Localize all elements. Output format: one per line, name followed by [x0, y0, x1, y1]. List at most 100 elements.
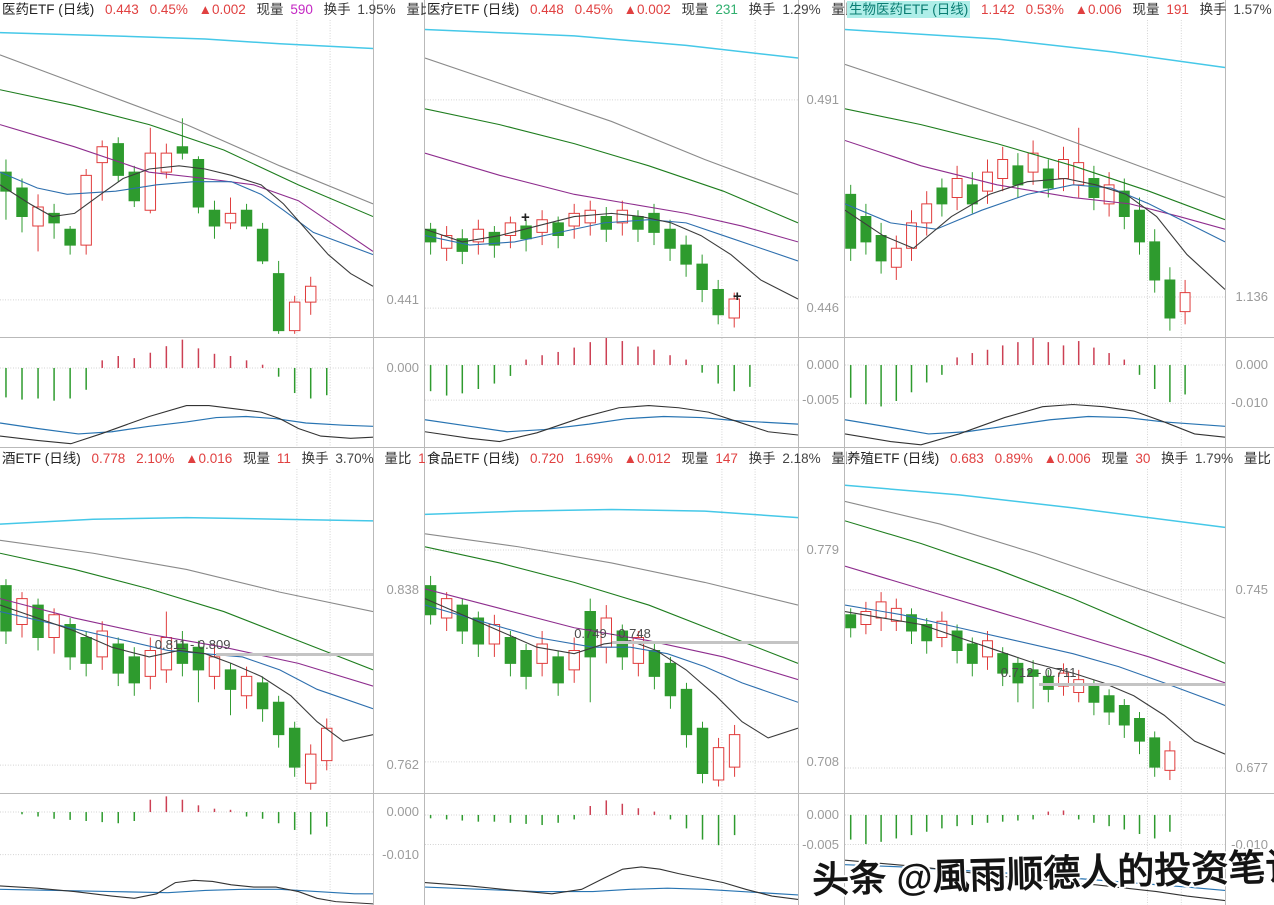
change-percent: 0.53% — [1025, 2, 1064, 17]
ratio-label: 量比 — [831, 451, 847, 466]
stock-panel[interactable]: 医药ETF (日线) 0.443 0.45% ▲0.002 现量 590 换手 … — [0, 0, 427, 447]
axis-label: 0.779 — [806, 542, 839, 557]
kline-chart[interactable] — [845, 469, 1225, 793]
ratio-label: 量比 — [1243, 451, 1271, 466]
turnover-label: 换手 — [323, 2, 351, 17]
kline-chart[interactable] — [0, 469, 373, 793]
kline-chart[interactable] — [0, 20, 373, 337]
turnover-label: 换手 — [1161, 451, 1189, 466]
change-percent: 0.89% — [994, 451, 1033, 466]
macd-chart[interactable] — [845, 793, 1225, 905]
axis-label: 0.677 — [1235, 760, 1268, 775]
axis-label: 0.446 — [806, 300, 839, 315]
price-range-annotation: 0.712 - 0.711 — [1000, 664, 1077, 680]
price-value: 1.142 — [981, 2, 1015, 17]
turnover-label: 换手 — [748, 451, 776, 466]
volume-value: 590 — [290, 2, 313, 17]
price-value: 0.720 — [530, 451, 564, 466]
change-percent: 1.69% — [574, 451, 613, 466]
up-triangle-icon change-value: ▲0.016 — [185, 451, 233, 466]
axis-label: -0.005 — [802, 392, 839, 407]
stock-panel[interactable]: 酒ETF (日线) 0.778 2.10% ▲0.016 现量 11 换手 3.… — [0, 449, 427, 905]
divider — [424, 0, 425, 905]
stock-panel[interactable]: 养殖ETF (日线) 0.683 0.89% ▲0.006 现量 30 换手 1… — [845, 449, 1274, 905]
panel-header: 生物医药ETF (日线) 1.142 0.53% ▲0.006 现量 191 换… — [847, 0, 1274, 20]
volume-value: 191 — [1166, 2, 1189, 17]
up-triangle-icon change-value: ▲0.002 — [198, 2, 246, 17]
axis-label: 0.000 — [386, 360, 419, 375]
stock-panel[interactable]: 生物医药ETF (日线) 1.142 0.53% ▲0.006 现量 191 换… — [845, 0, 1274, 447]
volume-value: 231 — [715, 2, 738, 17]
turnover-value: 1.57% — [1233, 2, 1272, 17]
axis-label: 0.762 — [386, 757, 419, 772]
ratio-label: 量比 — [384, 451, 412, 466]
volume-label: 现量 — [1132, 2, 1160, 17]
divider — [0, 793, 1274, 794]
turnover-label: 换手 — [748, 2, 776, 17]
axis-label: -0.005 — [802, 837, 839, 852]
panel-header: 医疗ETF (日线) 0.448 0.45% ▲0.002 现量 231 换手 … — [427, 0, 847, 20]
axis-label: 0.491 — [806, 92, 839, 107]
kline-chart[interactable] — [845, 20, 1225, 337]
panel-header: 食品ETF (日线) 0.720 1.69% ▲0.012 现量 147 换手 … — [427, 449, 847, 469]
axis-label: -0.010 — [1231, 837, 1268, 852]
kline-chart[interactable] — [425, 469, 798, 793]
ratio-value: 1.42 — [418, 451, 427, 466]
stock-panel[interactable]: 医疗ETF (日线) 0.448 0.45% ▲0.002 现量 231 换手 … — [425, 0, 847, 447]
volume-value: 147 — [715, 451, 738, 466]
macd-chart[interactable] — [425, 338, 798, 447]
axis-label: 0.000 — [806, 807, 839, 822]
price-range-annotation: 0.749 - 0.748 — [574, 625, 651, 641]
panel-title[interactable]: 生物医药ETF (日线) — [847, 1, 971, 18]
panel-title[interactable]: 养殖ETF (日线) — [847, 451, 940, 466]
volume-label: 现量 — [681, 451, 709, 466]
divider — [0, 337, 1274, 338]
volume-label: 现量 — [681, 2, 709, 17]
axis-label: 1.136 — [1235, 289, 1268, 304]
volume-label: 现量 — [256, 2, 284, 17]
kline-chart[interactable] — [425, 20, 798, 337]
ratio-label: 量比 — [831, 2, 847, 17]
change-percent: 2.10% — [136, 451, 175, 466]
panel-title[interactable]: 医药ETF (日线) — [2, 2, 95, 17]
turnover-value: 1.95% — [357, 2, 396, 17]
macd-chart[interactable] — [425, 793, 798, 905]
panel-title[interactable]: 医疗ETF (日线) — [427, 2, 520, 17]
panel-header: 医药ETF (日线) 0.443 0.45% ▲0.002 现量 590 换手 … — [2, 0, 427, 20]
price-level-line — [611, 641, 798, 645]
price-value: 0.448 — [530, 2, 564, 17]
axis-label: 0.000 — [1235, 357, 1268, 372]
axis-label: -0.010 — [382, 847, 419, 862]
ratio-label: 量比 — [406, 2, 427, 17]
axis-label: 0.745 — [1235, 582, 1268, 597]
macd-chart[interactable] — [0, 338, 373, 447]
divider — [798, 0, 799, 905]
up-triangle-icon change-value: ▲0.012 — [623, 451, 671, 466]
divider — [0, 447, 1274, 448]
macd-chart[interactable] — [0, 793, 373, 905]
change-percent: 0.45% — [149, 2, 188, 17]
volume-value: 11 — [276, 451, 291, 466]
turnover-value: 2.18% — [782, 451, 821, 466]
axis-label: 0.708 — [806, 754, 839, 769]
panel-title[interactable]: 酒ETF (日线) — [2, 451, 81, 466]
volume-value: 30 — [1135, 451, 1151, 466]
axis-label: 0.000 — [386, 804, 419, 819]
panel-header: 酒ETF (日线) 0.778 2.10% ▲0.016 现量 11 换手 3.… — [2, 449, 427, 469]
up-triangle-icon change-value: ▲0.002 — [623, 2, 671, 17]
divider — [844, 0, 845, 905]
price-value: 0.443 — [105, 2, 139, 17]
volume-label: 现量 — [1101, 451, 1129, 466]
axis-label: 0.000 — [806, 357, 839, 372]
turnover-label: 换手 — [301, 451, 329, 466]
turnover-value: 1.79% — [1194, 451, 1234, 466]
stock-panel[interactable]: 食品ETF (日线) 0.720 1.69% ▲0.012 现量 147 换手 … — [425, 449, 847, 905]
axis-label: 0.441 — [386, 292, 419, 307]
divider — [1225, 0, 1226, 905]
price-range-annotation: 0.811 - 0.809 — [154, 636, 231, 652]
macd-chart[interactable] — [845, 338, 1225, 447]
turnover-label: 换手 — [1199, 2, 1227, 17]
panel-title[interactable]: 食品ETF (日线) — [427, 451, 520, 466]
cursor-cross-icon: + — [520, 209, 530, 227]
